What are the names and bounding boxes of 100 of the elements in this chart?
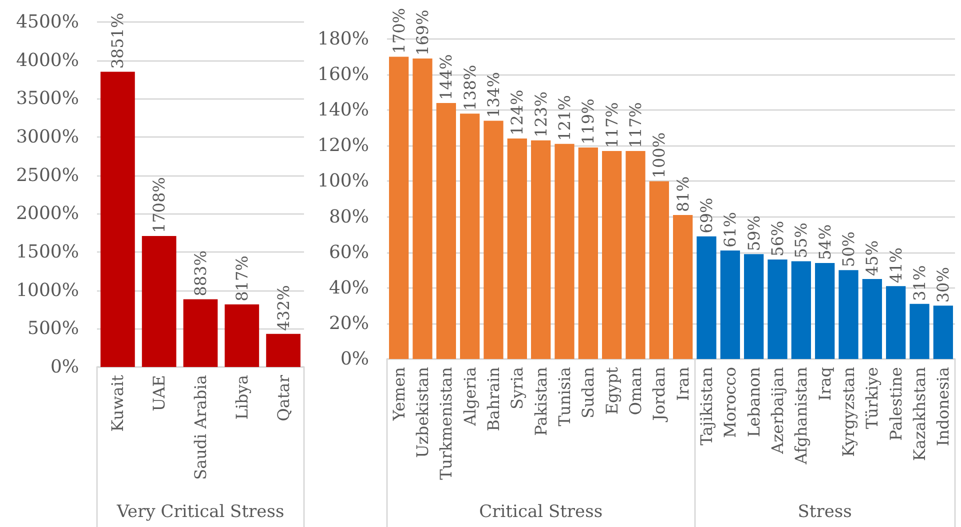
data-label: 119% [578, 98, 598, 144]
data-label: 170% [389, 8, 408, 54]
y-tick-label: 160% [318, 64, 369, 86]
bar [815, 263, 835, 359]
data-label: 50% [839, 232, 858, 268]
x-tick-label: Kazakhstan [910, 367, 929, 461]
y-tick-label: 60% [328, 242, 369, 263]
bar [886, 286, 906, 359]
bar [436, 103, 456, 359]
data-label: 169% [413, 10, 432, 56]
data-label: 31% [910, 265, 929, 301]
bar [649, 181, 669, 359]
x-tick-label: Iraq [815, 367, 834, 401]
bar [142, 236, 176, 367]
x-tick-label: Morocco [720, 367, 740, 438]
y-tick-label: 0% [340, 348, 369, 370]
x-tick-label: Uzbekistan [413, 367, 432, 458]
bar [484, 120, 504, 359]
x-tick-label: Kyrgyzstan [839, 367, 858, 457]
bar [578, 147, 598, 359]
x-tick-label: Jordan [650, 367, 669, 423]
x-tick-label: Oman [626, 367, 645, 416]
data-label: 138% [460, 64, 480, 111]
x-tick-label: Egypt [602, 366, 622, 415]
x-tick-label: Turkmenistan [436, 367, 456, 480]
y-tick-label: 2000% [16, 203, 79, 224]
bar [838, 270, 858, 359]
text: Critical Stress [479, 502, 603, 522]
x-tick-label: Azerbaijan [768, 367, 787, 455]
x-tick-label: Palestine [886, 367, 906, 441]
y-tick-label: 40% [328, 277, 369, 298]
x-tick-label: Indonesia [934, 366, 953, 446]
data-label: 117% [602, 102, 622, 148]
bar [412, 58, 432, 359]
data-label: 69% [697, 198, 716, 234]
data-label: 817% [232, 256, 252, 302]
text: Stress [798, 502, 852, 522]
data-label: 100% [650, 132, 669, 178]
text: Very Critical Stress [116, 502, 284, 522]
bar [673, 215, 693, 359]
data-label: 144% [436, 54, 456, 100]
bar [460, 114, 480, 359]
y-tick-label: 140% [318, 100, 369, 121]
y-tick-label: 3500% [16, 88, 79, 110]
data-label: 123% [531, 92, 550, 138]
x-tick-label: Tajikistan [697, 367, 716, 446]
x-tick-label: Tunisia [555, 366, 574, 426]
bar [862, 279, 882, 359]
bar [744, 254, 764, 359]
data-label: 432% [274, 285, 293, 331]
data-label: 56% [768, 220, 787, 256]
data-label: 30% [934, 267, 953, 303]
y-tick-label: 120% [318, 135, 369, 156]
x-tick-label: Afghanistan [792, 367, 811, 466]
x-tick-label: Kuwait [108, 374, 128, 432]
data-label: 81% [673, 176, 692, 212]
bar [531, 140, 551, 359]
data-label: 59% [744, 216, 764, 252]
data-label: 124% [508, 90, 527, 136]
bar [183, 299, 218, 367]
x-tick-label: Iran [673, 367, 692, 401]
y-tick-label: 1500% [16, 242, 79, 262]
bar [507, 138, 527, 359]
x-tick-label: Saudi Arabia [191, 374, 210, 480]
bar [768, 259, 788, 359]
x-tick-label: Bahrain [484, 367, 503, 432]
y-tick-label: 0% [50, 356, 79, 378]
x-tick-label: Türkiye [862, 367, 882, 429]
y-tick-label: 1000% [16, 280, 79, 301]
x-tick-label: Yemen [389, 367, 408, 422]
data-label: 41% [886, 248, 906, 284]
bar [266, 334, 300, 367]
data-label: 121% [555, 95, 574, 141]
x-tick-label: Sudan [578, 367, 598, 418]
y-tick-label: 80% [328, 206, 369, 228]
bar [910, 304, 930, 359]
data-label: 1708% [150, 177, 169, 234]
data-label: 883% [191, 250, 210, 296]
data-label: 45% [862, 240, 882, 276]
bar [791, 261, 811, 359]
data-label: 117% [626, 102, 645, 148]
bar [389, 56, 409, 359]
data-label: 61% [720, 212, 740, 248]
y-tick-label: 4000% [16, 50, 79, 71]
bar [720, 250, 740, 359]
y-tick-label: 100% [318, 170, 369, 192]
bar [100, 72, 135, 367]
data-label: 54% [815, 224, 834, 260]
y-tick-label: 20% [328, 312, 369, 334]
x-tick-label: UAE [150, 375, 169, 412]
x-tick-label: Lebanon [744, 367, 764, 438]
bar [602, 151, 622, 359]
y-tick-label: 2500% [16, 164, 79, 186]
bar [626, 151, 646, 359]
bar [224, 304, 260, 367]
y-tick-label: 4500% [16, 12, 79, 32]
bar [554, 144, 574, 359]
data-label: 134% [484, 72, 503, 118]
x-tick-label: Libya [232, 374, 252, 420]
y-tick-label: 500% [28, 318, 79, 340]
